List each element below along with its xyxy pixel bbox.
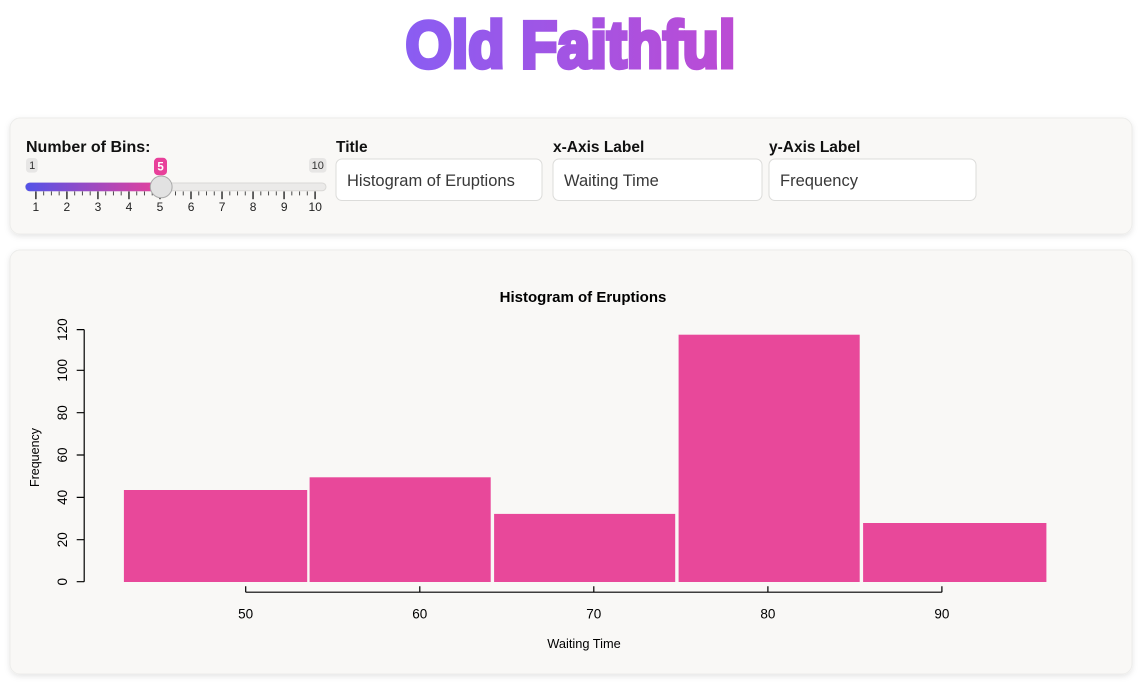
svg-text:10: 10 bbox=[309, 200, 323, 214]
svg-text:7: 7 bbox=[219, 200, 226, 214]
svg-text:1: 1 bbox=[33, 200, 40, 214]
svg-text:4: 4 bbox=[126, 200, 133, 214]
svg-text:70: 70 bbox=[586, 607, 601, 622]
svg-text:40: 40 bbox=[55, 490, 70, 505]
svg-text:Title: Title bbox=[336, 139, 368, 156]
svg-text:Number of Bins:: Number of Bins: bbox=[26, 139, 150, 156]
svg-text:Old Faithful: Old Faithful bbox=[406, 9, 736, 83]
svg-text:80: 80 bbox=[760, 607, 775, 622]
svg-text:90: 90 bbox=[934, 607, 949, 622]
svg-text:x-Axis Label: x-Axis Label bbox=[553, 139, 644, 156]
svg-text:80: 80 bbox=[55, 405, 70, 420]
svg-text:3: 3 bbox=[95, 200, 102, 214]
svg-text:8: 8 bbox=[250, 200, 257, 214]
svg-text:20: 20 bbox=[55, 532, 70, 547]
svg-text:Waiting Time: Waiting Time bbox=[564, 172, 659, 190]
svg-text:Waiting Time: Waiting Time bbox=[547, 636, 620, 651]
svg-text:60: 60 bbox=[412, 607, 427, 622]
svg-text:Histogram of Eruptions: Histogram of Eruptions bbox=[347, 172, 515, 190]
svg-text:0: 0 bbox=[55, 578, 70, 586]
svg-text:9: 9 bbox=[281, 200, 288, 214]
svg-text:5: 5 bbox=[157, 162, 164, 174]
svg-text:1: 1 bbox=[29, 160, 35, 172]
svg-text:120: 120 bbox=[55, 318, 70, 341]
svg-text:6: 6 bbox=[188, 200, 195, 214]
svg-text:Frequency: Frequency bbox=[28, 427, 42, 487]
svg-text:50: 50 bbox=[238, 607, 253, 622]
svg-text:y-Axis Label: y-Axis Label bbox=[769, 139, 860, 156]
svg-text:10: 10 bbox=[312, 160, 324, 172]
svg-text:60: 60 bbox=[55, 447, 70, 462]
svg-text:Histogram of Eruptions: Histogram of Eruptions bbox=[500, 289, 667, 306]
svg-text:Frequency: Frequency bbox=[780, 172, 859, 190]
svg-text:2: 2 bbox=[64, 200, 71, 214]
svg-text:100: 100 bbox=[55, 359, 70, 382]
svg-text:5: 5 bbox=[157, 200, 164, 214]
